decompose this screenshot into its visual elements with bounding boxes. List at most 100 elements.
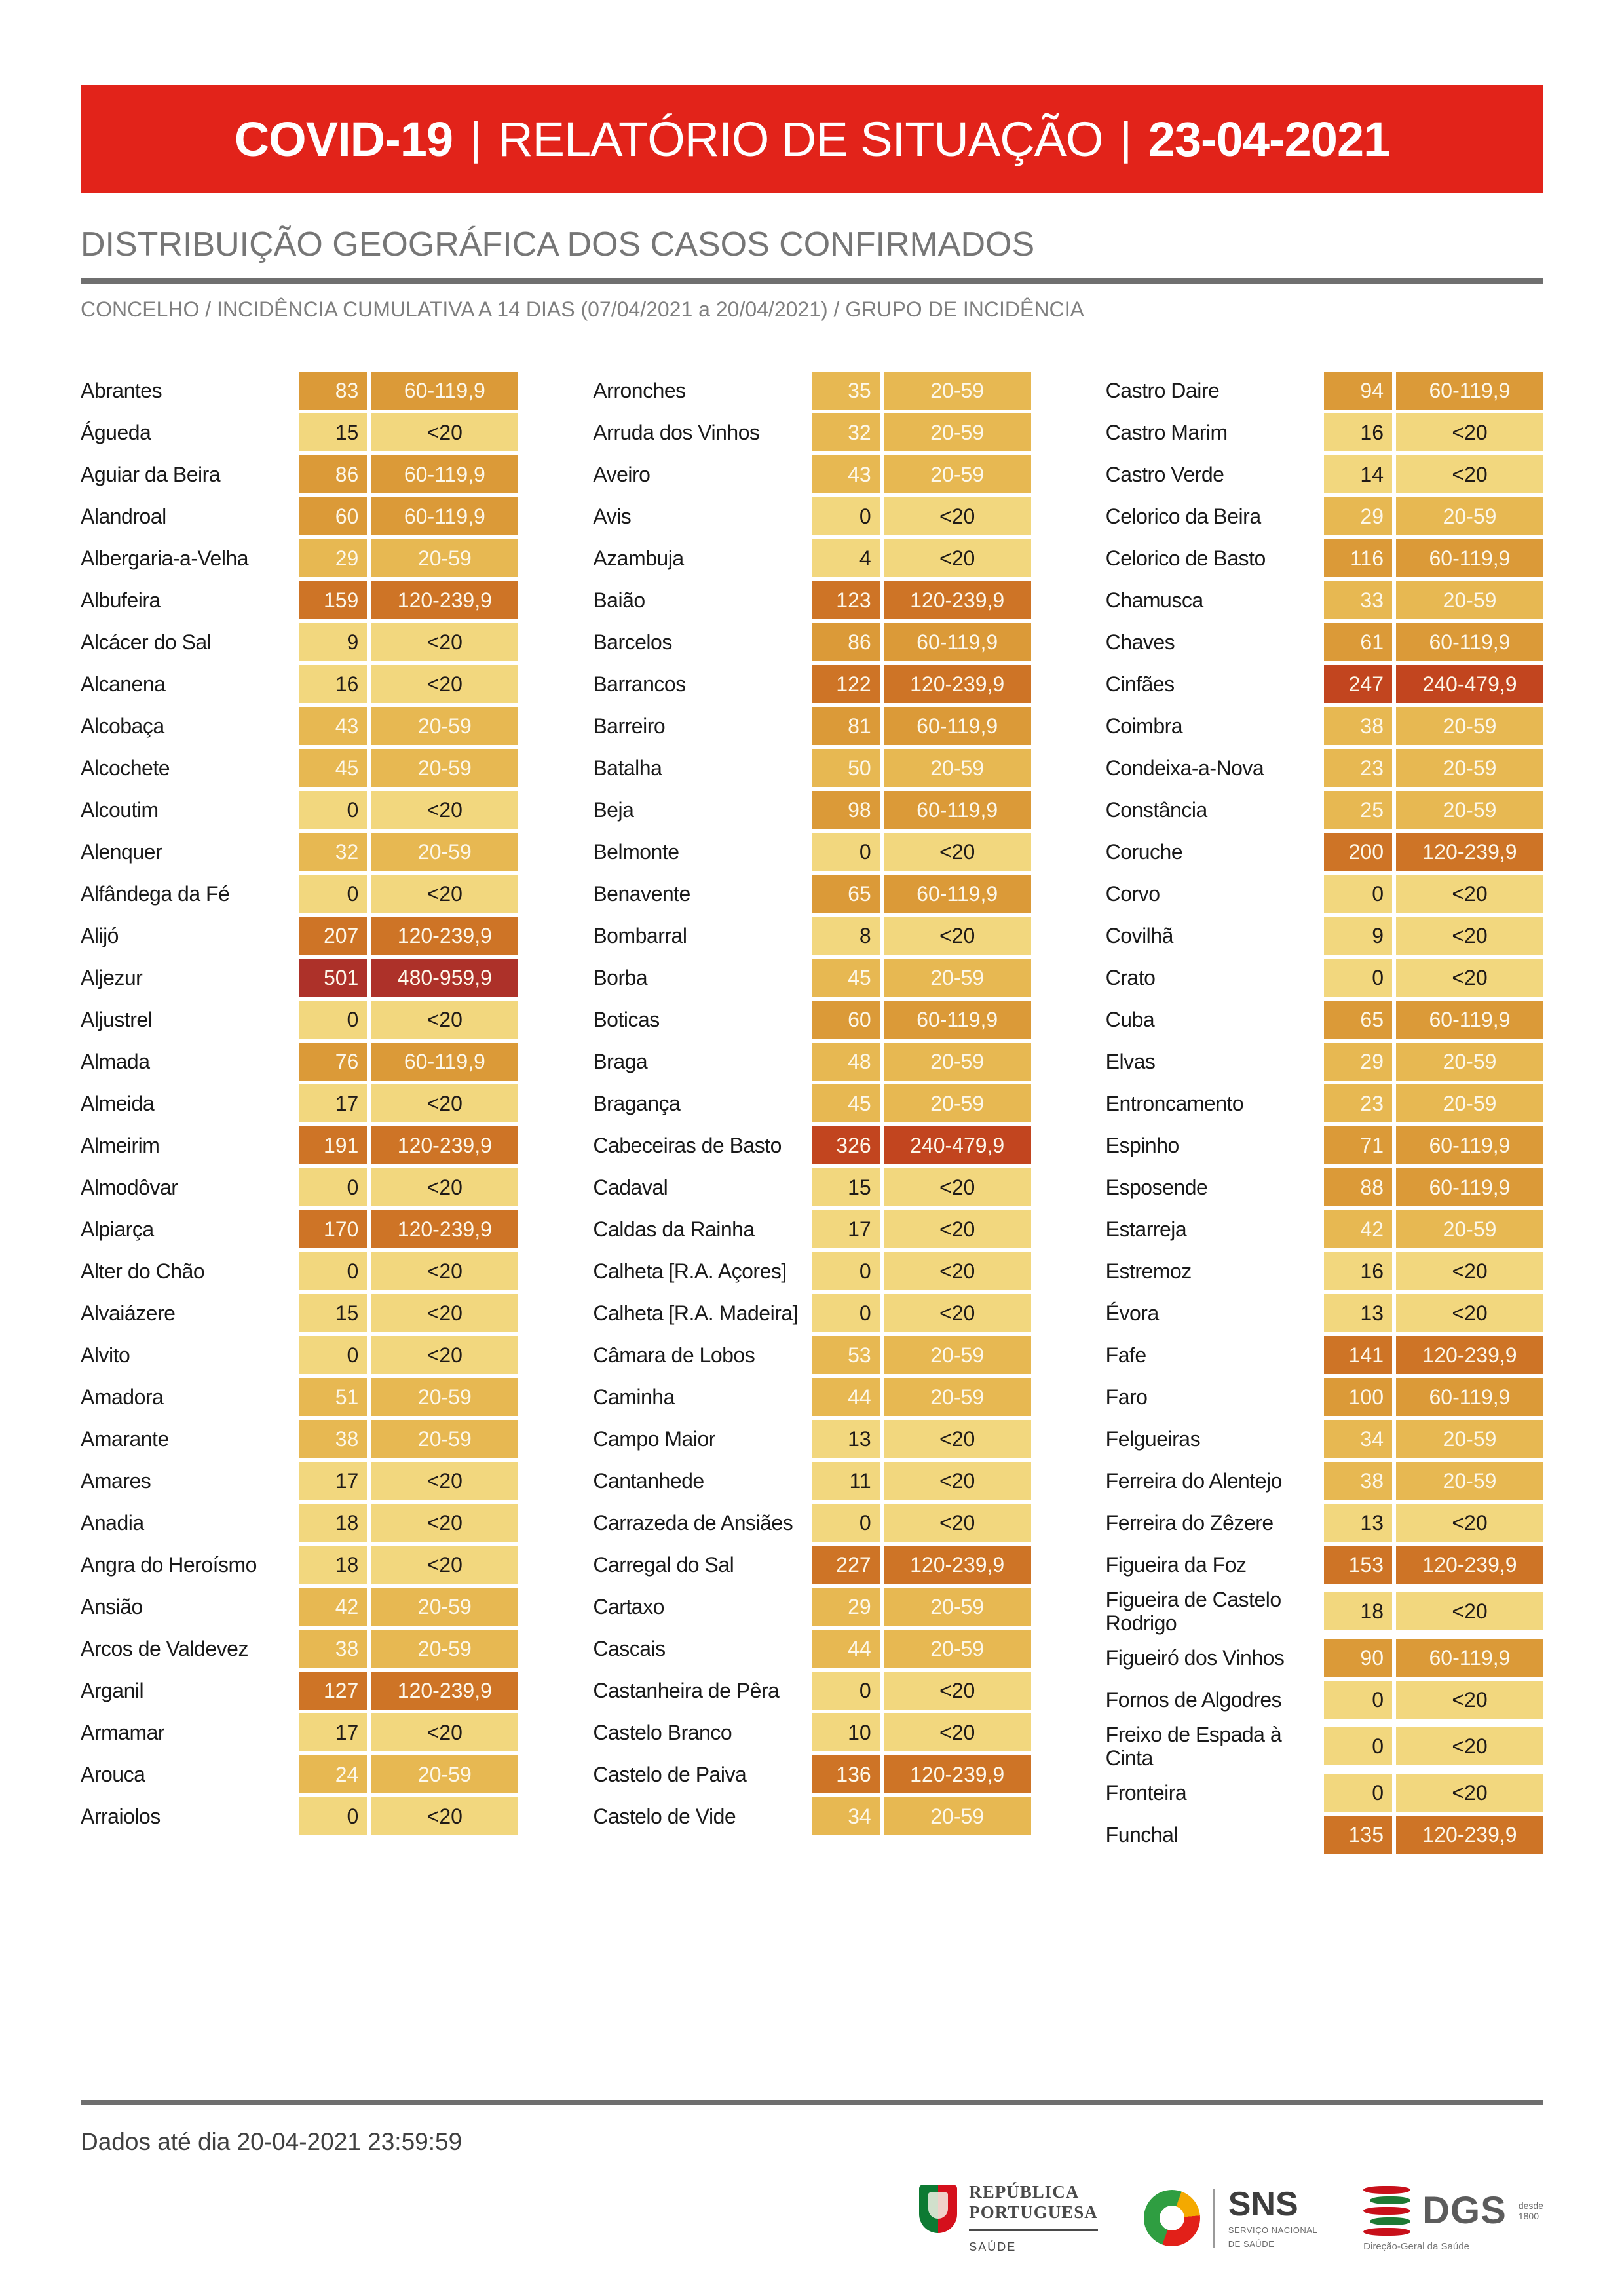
incidence-value-cell: 0 bbox=[1323, 1681, 1392, 1719]
incidence-group-cell: 240-479,9 bbox=[883, 1126, 1031, 1164]
incidence-group-cell: 240-479,9 bbox=[1395, 665, 1543, 703]
incidence-value-cell: 61 bbox=[1323, 623, 1392, 661]
incidence-value-cell: 43 bbox=[299, 707, 368, 745]
table-row: Castelo Branco 10 <20 bbox=[593, 1713, 1031, 1751]
municipality-name: Alcochete bbox=[81, 756, 170, 780]
table-row: Armamar 17 <20 bbox=[81, 1713, 519, 1751]
municipality-name: Almeida bbox=[81, 1092, 155, 1115]
incidence-value-cell: 0 bbox=[811, 833, 880, 871]
incidence-group-cell: <20 bbox=[883, 917, 1031, 955]
municipality-name: Avis bbox=[593, 505, 632, 528]
incidence-group-cell: <20 bbox=[371, 1252, 519, 1290]
incidence-value-cell: 17 bbox=[299, 1084, 368, 1122]
table-row: Alcoutim 0 <20 bbox=[81, 791, 519, 829]
incidence-group-cell: <20 bbox=[1395, 1294, 1543, 1332]
incidence-group-cell: <20 bbox=[1395, 455, 1543, 493]
table-row: Fornos de Algodres 0 <20 bbox=[1106, 1681, 1543, 1719]
table-row: Cantanhede 11 <20 bbox=[593, 1462, 1031, 1500]
municipality-name: Almodôvar bbox=[81, 1176, 178, 1199]
table-row: Celorico de Basto 116 60-119,9 bbox=[1106, 539, 1543, 577]
rp-saude-label: SAÚDE bbox=[969, 2240, 1017, 2253]
table-row: Alter do Chão 0 <20 bbox=[81, 1252, 519, 1290]
incidence-value-cell: 501 bbox=[299, 959, 368, 997]
table-row: Cascais 44 20-59 bbox=[593, 1630, 1031, 1668]
table-row: Barcelos 86 60-119,9 bbox=[593, 623, 1031, 661]
section-subtitle: CONCELHO / INCIDÊNCIA CUMULATIVA A 14 DI… bbox=[81, 297, 1084, 321]
table-row: Fronteira 0 <20 bbox=[1106, 1774, 1543, 1812]
municipality-name: Barrancos bbox=[593, 672, 686, 696]
municipality-name: Bragança bbox=[593, 1092, 681, 1115]
incidence-group-cell: <20 bbox=[883, 1713, 1031, 1751]
municipality-name: Armamar bbox=[81, 1721, 165, 1744]
table-row: Baião 123 120-239,9 bbox=[593, 581, 1031, 619]
incidence-group-cell: 20-59 bbox=[1395, 1462, 1543, 1500]
table-row: Cinfães 247 240-479,9 bbox=[1106, 665, 1543, 703]
municipality-name: Aljustrel bbox=[81, 1008, 153, 1031]
municipality-name: Alcanena bbox=[81, 672, 166, 696]
dgs-caption: Direção-Geral da Saúde bbox=[1363, 2240, 1469, 2252]
municipality-name: Boticas bbox=[593, 1008, 660, 1031]
incidence-group-cell: <20 bbox=[883, 497, 1031, 535]
incidence-group-cell: <20 bbox=[883, 1252, 1031, 1290]
incidence-value-cell: 13 bbox=[1323, 1294, 1392, 1332]
municipality-name: Castelo Branco bbox=[593, 1721, 732, 1744]
incidence-value-cell: 159 bbox=[299, 581, 368, 619]
table-row: Caminha 44 20-59 bbox=[593, 1378, 1031, 1416]
incidence-group-cell: <20 bbox=[371, 1084, 519, 1122]
dgs-desde-2: 1800 bbox=[1518, 2210, 1539, 2221]
incidence-group-cell: <20 bbox=[371, 623, 519, 661]
incidence-group-cell: 20-59 bbox=[371, 1630, 519, 1668]
municipality-name: Arronches bbox=[593, 379, 686, 402]
incidence-value-cell: 13 bbox=[811, 1420, 880, 1458]
incidence-group-cell: 120-239,9 bbox=[371, 1126, 519, 1164]
incidence-group-cell: 20-59 bbox=[371, 539, 519, 577]
incidence-value-cell: 53 bbox=[811, 1336, 880, 1374]
incidence-value-cell: 32 bbox=[299, 833, 368, 871]
table-row: Almeirim 191 120-239,9 bbox=[81, 1126, 519, 1164]
table-row: Faro 100 60-119,9 bbox=[1106, 1378, 1543, 1416]
incidence-group-cell: 20-59 bbox=[371, 1378, 519, 1416]
municipality-name: Celorico da Beira bbox=[1105, 505, 1261, 528]
incidence-value-cell: 0 bbox=[811, 1294, 880, 1332]
municipality-name: Barcelos bbox=[593, 630, 672, 654]
incidence-group-cell: 20-59 bbox=[1395, 1043, 1543, 1081]
municipality-name: Angra do Heroísmo bbox=[81, 1553, 257, 1577]
incidence-value-cell: 29 bbox=[1323, 497, 1392, 535]
rp-underline bbox=[969, 2229, 1098, 2231]
incidence-value-cell: 0 bbox=[811, 497, 880, 535]
table-row: Braga 48 20-59 bbox=[593, 1043, 1031, 1081]
banner-report-title: RELATÓRIO DE SITUAÇÃO bbox=[498, 112, 1103, 166]
incidence-value-cell: 38 bbox=[1323, 1462, 1392, 1500]
sns-logo: SNS SERVIÇO NACIONAL DE SAÚDE bbox=[1143, 2187, 1317, 2249]
municipality-name: Carregal do Sal bbox=[593, 1553, 734, 1577]
table-row: Calheta [R.A. Madeira] 0 <20 bbox=[593, 1294, 1031, 1332]
table-row: Esposende 88 60-119,9 bbox=[1106, 1168, 1543, 1206]
footer-rule bbox=[81, 2100, 1543, 2105]
incidence-group-cell: 60-119,9 bbox=[1395, 1168, 1543, 1206]
municipality-name: Castro Verde bbox=[1105, 463, 1224, 486]
incidence-group-cell: <20 bbox=[883, 1672, 1031, 1710]
incidence-group-cell: 20-59 bbox=[371, 1755, 519, 1793]
incidence-value-cell: 38 bbox=[299, 1420, 368, 1458]
incidence-group-cell: 20-59 bbox=[883, 455, 1031, 493]
incidence-group-cell: 20-59 bbox=[1395, 581, 1543, 619]
incidence-group-cell: 60-119,9 bbox=[371, 1043, 519, 1081]
incidence-value-cell: 0 bbox=[299, 1797, 368, 1835]
incidence-group-cell: 20-59 bbox=[883, 1084, 1031, 1122]
incidence-group-cell: <20 bbox=[1395, 875, 1543, 913]
incidence-group-cell: <20 bbox=[371, 1168, 519, 1206]
municipality-name: Corvo bbox=[1105, 882, 1160, 906]
municipality-name: Arouca bbox=[81, 1763, 145, 1786]
incidence-value-cell: 9 bbox=[1323, 917, 1392, 955]
table-row: Estremoz 16 <20 bbox=[1106, 1252, 1543, 1290]
municipality-name: Castelo de Vide bbox=[593, 1805, 736, 1828]
table-row: Almada 76 60-119,9 bbox=[81, 1043, 519, 1081]
incidence-value-cell: 136 bbox=[811, 1755, 880, 1793]
incidence-group-cell: 20-59 bbox=[1395, 1084, 1543, 1122]
incidence-value-cell: 88 bbox=[1323, 1168, 1392, 1206]
municipality-name: Figueiró dos Vinhos bbox=[1105, 1646, 1285, 1670]
incidence-value-cell: 18 bbox=[1323, 1592, 1392, 1630]
table-row: Alfândega da Fé 0 <20 bbox=[81, 875, 519, 913]
table-row: Chaves 61 60-119,9 bbox=[1106, 623, 1543, 661]
